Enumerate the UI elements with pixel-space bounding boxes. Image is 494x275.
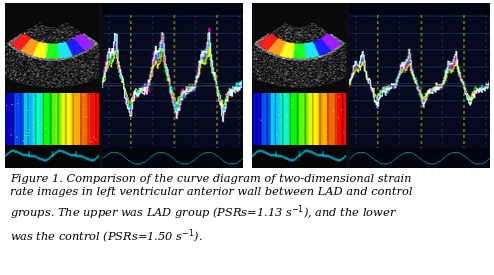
Text: Figure 1. Comparison of the curve diagram of two-dimensional strain
rate images : Figure 1. Comparison of the curve diagra… xyxy=(10,174,412,246)
